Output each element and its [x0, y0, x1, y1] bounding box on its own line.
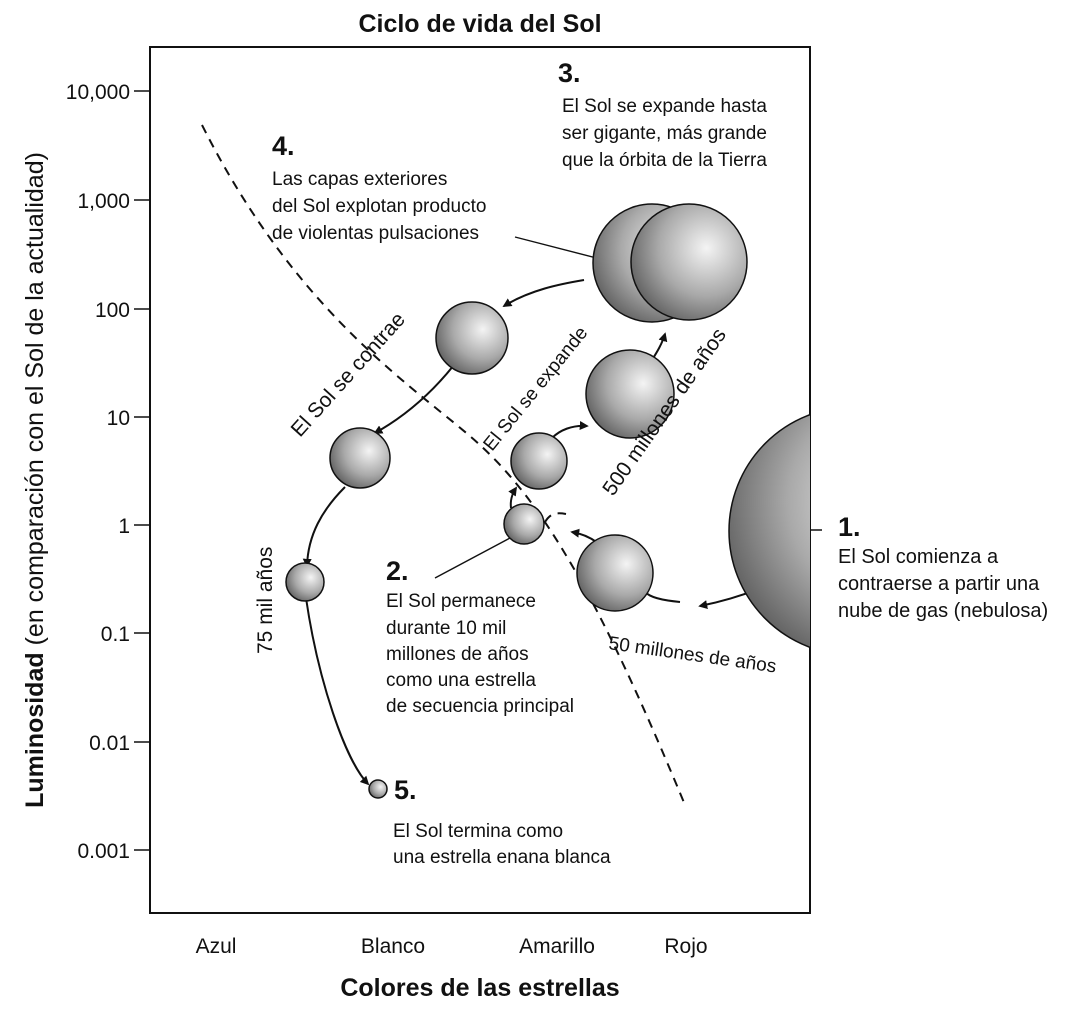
- plot-frame: [149, 46, 811, 914]
- y-tick-label: 1: [118, 515, 130, 538]
- stage-text-line: que la órbita de la Tierra: [562, 150, 767, 171]
- x-axis-label: Colores de las estrellas: [340, 974, 619, 1002]
- stage-4-label: 4. Las capas exteriores del Sol explotan…: [272, 131, 486, 244]
- pulsating-sphere: [435, 301, 509, 375]
- stage-text-line: contraerse a partir una: [838, 573, 1040, 595]
- x-tick-label: Azul: [196, 935, 237, 958]
- x-axis: Azul Blanco Amarillo Rojo: [196, 935, 708, 958]
- y-tick-label: 10,000: [66, 81, 130, 104]
- y-axis-label-bold: Luminosidad: [21, 652, 49, 808]
- y-axis-label-rest: (en comparación con el Sol de la actuali…: [21, 152, 49, 652]
- y-tick-label: 10: [107, 407, 130, 430]
- time-75-label: 75 mil años: [254, 547, 277, 654]
- stage-5-label: 5. El Sol termina como una estrella enan…: [393, 775, 611, 868]
- stage-text-line: de secuencia principal: [386, 696, 574, 717]
- nebula-sphere: [728, 413, 810, 649]
- y-tick-label: 0.01: [89, 732, 130, 755]
- y-tick-label: 0.1: [101, 623, 130, 646]
- stage-number: 1.: [838, 512, 861, 542]
- stage-text-line: millones de años: [386, 644, 529, 665]
- stage-text-line: del Sol explotan producto: [272, 196, 486, 217]
- y-axis-label: Luminosidad (en comparación con el Sol d…: [21, 152, 49, 808]
- giant-sphere-front: [630, 203, 748, 321]
- y-axis: 10,000 1,000 100 10 1 0.1 0.01 0.001: [66, 81, 150, 863]
- stage-text-line: El Sol comienza a: [838, 546, 999, 568]
- y-tick-label: 1,000: [77, 190, 130, 213]
- contracting-sphere-2: [329, 427, 391, 489]
- shrinking-sphere: [285, 562, 325, 602]
- y-tick-label: 0.001: [77, 840, 130, 863]
- stage-number: 2.: [386, 556, 409, 586]
- contracting-sphere: [576, 534, 654, 612]
- stage-text-line: Las capas exteriores: [272, 169, 447, 190]
- stage-text-line: una estrella enana blanca: [393, 847, 611, 868]
- contracts-label: El Sol se contrae: [287, 308, 410, 441]
- path-pulse-to-contract: [373, 364, 455, 434]
- path-expand2-to-giant: [651, 332, 668, 361]
- expanding-sphere-medium: [585, 349, 675, 439]
- stage-text-line: El Sol se expande hasta: [562, 96, 767, 117]
- white-dwarf-sphere: [368, 779, 388, 799]
- x-tick-label: Amarillo: [519, 935, 595, 958]
- stage-text-line: como una estrella: [386, 670, 536, 691]
- stage-text-line: ser gigante, más grande: [562, 123, 767, 144]
- stage-text-line: El Sol permanece: [386, 591, 536, 612]
- path-small-to-dwarf: [305, 597, 370, 786]
- path-contract-to-small: [302, 486, 346, 568]
- stage-2-label: 2. El Sol permanece durante 10 mil millo…: [386, 556, 574, 717]
- stage-number: 5.: [394, 775, 417, 805]
- path-giant-to-pulse: [502, 279, 585, 307]
- stage-number: 4.: [272, 131, 295, 161]
- stage-text-line: El Sol termina como: [393, 821, 563, 842]
- path-main-to-expand1: [508, 486, 517, 509]
- x-tick-label: Blanco: [361, 935, 425, 958]
- stars: [285, 203, 810, 799]
- y-tick-label: 100: [95, 299, 130, 322]
- main-sequence-sphere: [503, 503, 545, 545]
- stage-number: 3.: [558, 58, 581, 88]
- expanding-sphere-small: [510, 432, 568, 490]
- stage-text-line: durante 10 mil: [386, 618, 506, 639]
- stage-3-label: 3. El Sol se expande hasta ser gigante, …: [558, 58, 767, 171]
- main-sequence-curve: [201, 124, 686, 806]
- stage-text-line: de violentas pulsaciones: [272, 223, 479, 244]
- stage-1-label: 1. El Sol comienza a contraerse a partir…: [838, 512, 1048, 622]
- path-contract-gap: [644, 591, 681, 603]
- stage-text-line: nube de gas (nebulosa): [838, 600, 1048, 622]
- path-expand1-to-expand2: [551, 421, 589, 439]
- path-main-dash: [544, 512, 567, 523]
- x-tick-label: Rojo: [664, 935, 707, 958]
- time-50-label: 50 millones de años: [607, 633, 777, 677]
- chart-title: Ciclo de vida del Sol: [358, 10, 601, 38]
